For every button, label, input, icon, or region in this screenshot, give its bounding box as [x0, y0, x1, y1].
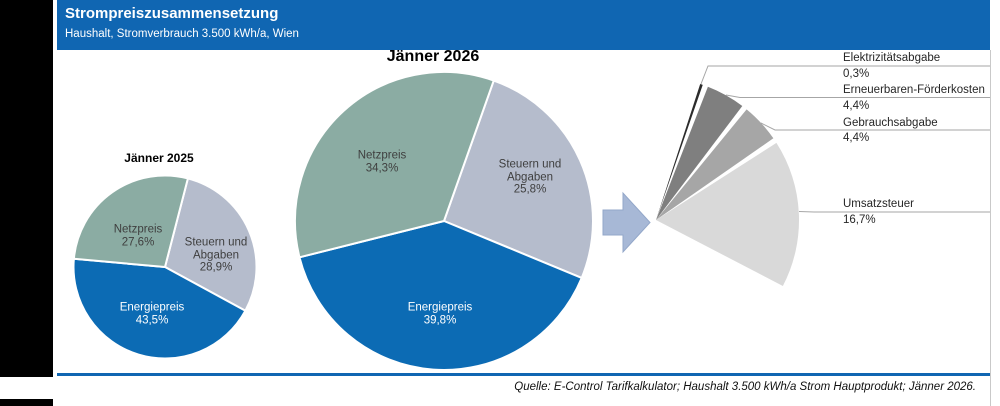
page-subtitle: Haushalt, Stromverbrauch 3.500 kWh/a, Wi… — [65, 28, 299, 40]
left-black-margin-bar — [0, 0, 53, 377]
slice-label-text: Netzpreis — [113, 223, 163, 236]
slice-label-text: Energiepreis — [407, 301, 473, 314]
bottom-left-black-strip — [0, 399, 53, 406]
pie-2025-slice-energiepreis — [72, 257, 247, 360]
fan-pct-gebrauchsabgabe: 4,4% — [843, 132, 870, 144]
pie-2026-slice-netzpreis — [294, 71, 495, 259]
pie-2025-slice-steuern-und-abgaben — [164, 177, 258, 312]
page-title: Strompreiszusammensetzung — [65, 5, 279, 22]
slice-label-text: Abgaben — [506, 170, 554, 183]
pie-2026-slice-steuern-und-abgaben — [443, 79, 594, 279]
source-note: Quelle: E-Control Tarifkalkulator; Haush… — [514, 381, 976, 393]
right-arrow-shape — [602, 191, 651, 254]
pie-chart-2026 — [294, 71, 594, 371]
fan-pct-erneuerbaren-foerderkosten: 4,4% — [843, 100, 870, 112]
pie-chart-2025 — [72, 174, 258, 360]
leader-line-gebrauchsabgabe — [760, 122, 990, 131]
slice-label-pct: 39,8% — [423, 314, 457, 326]
fan-slice-umsatzsteuer — [656, 142, 800, 286]
slice-label-text: Steuern und — [498, 158, 562, 171]
fan-slice-gebrauchsabgabe — [656, 109, 774, 220]
page-right-edge — [990, 50, 991, 406]
slice-label-text: Netzpreis — [357, 149, 407, 162]
label-energiepreis-2026: Energiepreis 39,8% — [408, 302, 473, 327]
fan-label-elektrizitaetsabgabe: Elektrizitätsabgabe — [843, 52, 941, 64]
slice-label-text: Abgaben — [192, 248, 240, 261]
fan-pct-elektrizitaetsabgabe: 0,3% — [843, 68, 870, 80]
slice-label-pct: 27,6% — [121, 236, 155, 248]
pie-2026-title: Jänner 2026 — [386, 48, 480, 65]
leader-line-umsatzsteuer — [798, 211, 990, 213]
fan-slice-erneuerbaren-f-rderkosten — [656, 86, 743, 220]
header-bar: Strompreiszusammensetzung Haushalt, Stro… — [57, 0, 990, 50]
fan-label-gebrauchsabgabe: Gebrauchsabgabe — [843, 117, 938, 129]
slice-label-text: Steuern und — [184, 236, 248, 249]
fan-leader-lines — [700, 65, 990, 213]
label-netzpreis-2025: Netzpreis 27,6% — [114, 224, 163, 249]
slice-label-text: Energiepreis — [119, 301, 185, 314]
fan-label-erneuerbaren-foerderkosten: Erneuerbaren-Förderkosten — [843, 84, 985, 96]
slice-label-pct: 25,8% — [513, 183, 547, 196]
fan-pct-umsatzsteuer: 16,7% — [843, 214, 876, 226]
pie-2025-slice-netzpreis — [72, 174, 189, 268]
slice-label-pct: 34,3% — [365, 162, 399, 174]
slice-label-pct: 43,5% — [135, 314, 169, 326]
exploded-detail-fan — [656, 84, 800, 286]
label-steuern-2025: Steuern und Abgaben 28,9% — [185, 236, 248, 274]
pie-2025-title: Jänner 2025 — [124, 151, 194, 165]
leader-line-elektrizitaetsabgabe — [700, 65, 990, 85]
label-netzpreis-2026: Netzpreis 34,3% — [358, 150, 407, 175]
fan-slice-elektrizit-tsabgabe — [656, 84, 703, 220]
bottom-blue-rule — [57, 373, 990, 376]
fan-label-umsatzsteuer: Umsatzsteuer — [843, 198, 914, 210]
slice-label-pct: 28,9% — [199, 261, 233, 274]
leader-line-erneuerbaren-foerderkosten — [725, 94, 990, 98]
label-steuern-2026: Steuern und Abgaben 25,8% — [499, 158, 562, 196]
label-energiepreis-2025: Energiepreis 43,5% — [120, 302, 185, 327]
pie-2026-slice-energiepreis — [298, 220, 583, 371]
